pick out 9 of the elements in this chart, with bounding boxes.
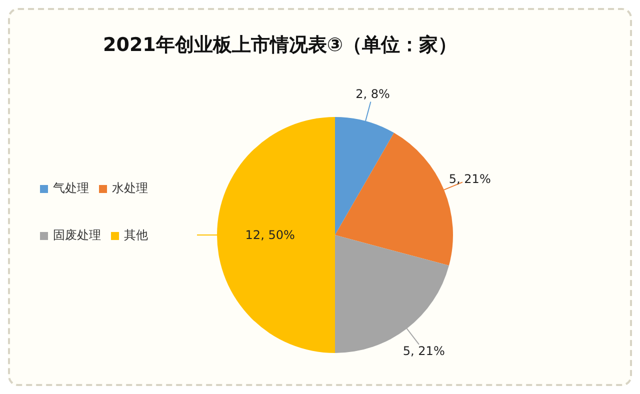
data-label: 5, 21% bbox=[402, 344, 445, 358]
chart-title: 2021年创业板上市情况表③（单位：家） bbox=[102, 33, 458, 58]
data-label: 5, 21% bbox=[448, 172, 491, 186]
legend-label: 气处理 bbox=[52, 180, 89, 197]
data-label: 12, 50% bbox=[245, 228, 295, 242]
data-label: 2, 8% bbox=[356, 86, 390, 101]
legend-label: 其他 bbox=[123, 227, 148, 244]
legend-label: 水处理 bbox=[111, 180, 148, 197]
legend-label: 固废处理 bbox=[52, 227, 101, 244]
